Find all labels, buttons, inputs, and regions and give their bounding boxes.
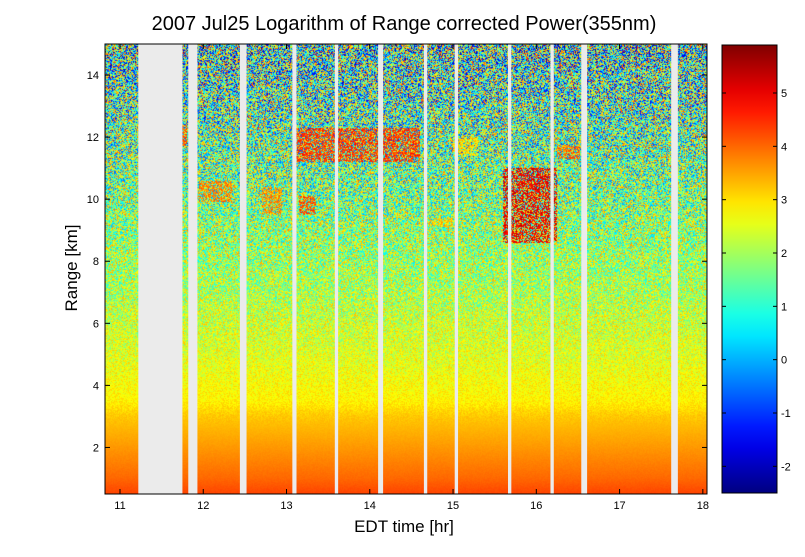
y-tick-label: 4 <box>93 380 99 392</box>
colorbar-tick-label: -1 <box>781 408 791 420</box>
x-tick-label: 16 <box>530 500 542 512</box>
x-tick-label: 17 <box>613 500 625 512</box>
x-tick-label: 15 <box>447 500 459 512</box>
x-tick-label: 14 <box>364 500 376 512</box>
y-axis-ticks: 2 4 6 8 10 12 14 <box>87 70 707 454</box>
no-data-gap <box>239 44 247 494</box>
no-data-gaps <box>138 44 678 494</box>
y-tick-label: 12 <box>87 132 99 144</box>
colorbar-tick-label: 5 <box>781 88 787 100</box>
no-data-gap <box>378 44 384 494</box>
colorbar-tick-label: 2 <box>781 248 787 260</box>
backscatter-heatmap <box>105 44 707 494</box>
x-tick-label: 13 <box>280 500 292 512</box>
x-tick-label: 12 <box>197 500 209 512</box>
no-data-gap <box>671 44 678 494</box>
no-data-gap <box>292 44 297 494</box>
y-axis-label: Range [km] <box>62 225 81 312</box>
no-data-gap <box>454 44 459 494</box>
y-tick-label: 2 <box>93 442 99 454</box>
no-data-gap <box>550 44 554 494</box>
plot-frame <box>104 43 708 495</box>
colorbar-tick-label: 1 <box>781 301 787 313</box>
x-tick-label: 11 <box>114 500 125 512</box>
y-tick-label: 6 <box>93 318 99 330</box>
colorbar-ticks: -2 -1 0 1 2 3 4 5 <box>722 88 791 473</box>
no-data-gap <box>188 44 198 494</box>
no-data-gap <box>507 44 512 494</box>
no-data-gap <box>138 44 183 494</box>
no-data-gap <box>423 44 428 494</box>
chart-title: 2007 Jul25 Logarithm of Range corrected … <box>152 13 657 35</box>
colorbar-tick-label: -2 <box>781 461 791 473</box>
y-tick-label: 10 <box>87 194 99 206</box>
colorbar-frame <box>721 44 778 494</box>
colorbar: -2 -1 0 1 2 3 4 5 <box>721 44 791 494</box>
colorbar-tick-label: 3 <box>781 195 787 207</box>
no-data-gap <box>581 44 588 494</box>
y-tick-label: 14 <box>87 70 99 82</box>
plot-area: 11 12 13 14 15 16 17 18 2 4 6 8 10 12 14 <box>87 43 709 512</box>
colorbar-tick-label: 0 <box>781 355 787 367</box>
colorbar-gradient <box>722 45 777 493</box>
x-axis-ticks: 11 12 13 14 15 16 17 18 <box>114 44 709 512</box>
y-tick-label: 8 <box>93 256 99 268</box>
colorbar-tick-label: 4 <box>781 141 787 153</box>
x-tick-label: 18 <box>697 500 709 512</box>
no-data-gap <box>334 44 339 494</box>
x-axis-label: EDT time [hr] <box>354 517 454 536</box>
